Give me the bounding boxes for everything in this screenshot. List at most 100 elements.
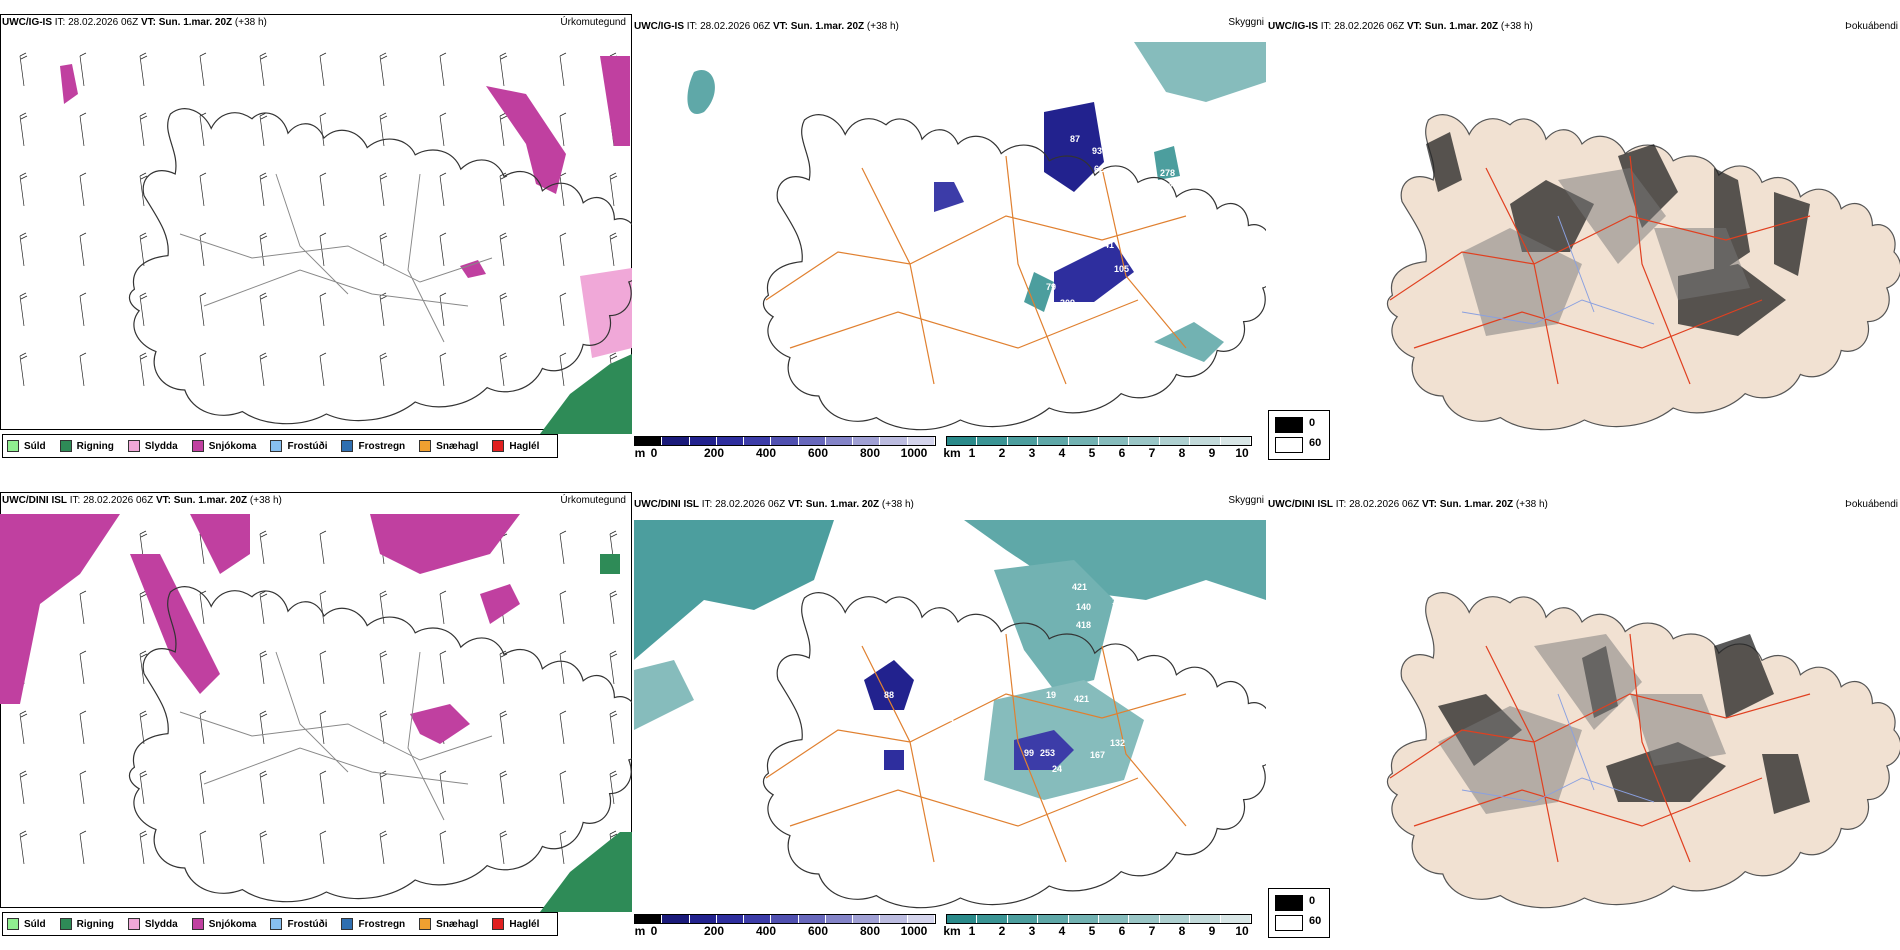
it-value: 28.02.2026 06Z (1334, 21, 1405, 32)
legend-swatch (1275, 437, 1303, 453)
panel-title: Þokuábendi (1845, 499, 1898, 510)
vt-value: Sun. 1.mar. 20Z (805, 499, 880, 510)
colorbar-segment (689, 437, 717, 445)
ceiling-tick: 200 (703, 924, 725, 938)
legend-swatch (492, 918, 505, 930)
panel-title: Skyggni (1228, 495, 1264, 506)
legend-label: Haglél (509, 918, 540, 930)
panel-header: UWC/DINI ISL IT: 28.02.2026 06Z VT: Sun.… (2, 494, 632, 508)
ceiling-colorbar (634, 436, 936, 446)
colorbar-segment (907, 437, 935, 445)
colorbar-segment (1129, 915, 1160, 923)
colorbar-segment (1190, 915, 1221, 923)
colorbar-segment (853, 915, 881, 923)
fog-index-legend: 0 60 (1268, 410, 1330, 460)
ceiling-label: 253 (1040, 748, 1055, 758)
ceiling-label: 79 (1046, 282, 1056, 292)
colorbar-segment (1099, 915, 1130, 923)
legend-item: Súld (7, 440, 46, 452)
colorbar-segment (771, 915, 799, 923)
colorbar-segment (1038, 437, 1069, 445)
ceiling-label: 138 (1112, 596, 1127, 606)
visibility-map: 87 93 62 278 217 51 41 105 79 309 (687, 42, 1266, 431)
ceiling-tick: 400 (755, 924, 777, 938)
legend-swatch (127, 918, 140, 930)
legend-label: 0 (1309, 417, 1316, 429)
lead-time: (+38 h) (1500, 21, 1533, 32)
legend-swatch (419, 440, 432, 452)
ceiling-colorbar-labels: m 0 200 400 600 800 1000 (634, 924, 934, 938)
visibility-tick: 5 (1088, 446, 1096, 460)
it-label: IT: (1320, 21, 1332, 32)
ceiling-colorbar (634, 914, 936, 924)
it-value: 28.02.2026 06Z (83, 495, 154, 506)
colorbar-segment (798, 437, 826, 445)
ceiling-label: 421 (1074, 694, 1089, 704)
colorbar-segment (907, 915, 935, 923)
colorbar-segment (689, 915, 717, 923)
colorbar-segment (1190, 437, 1221, 445)
ceiling-tick: 600 (807, 924, 829, 938)
colorbar-segment (744, 915, 772, 923)
model-name: UWC/IG-IS (2, 17, 52, 28)
visibility-unit: km (943, 924, 961, 938)
legend-swatch (59, 440, 72, 452)
legend-item: Snjókoma (191, 440, 257, 452)
lead-time: (+38 h) (234, 17, 267, 28)
legend-item: Snjókoma (191, 918, 256, 930)
legend-item: Rigning (59, 440, 114, 452)
ceiling-colorbar-labels: m 0 200 400 600 800 1000 (634, 446, 934, 460)
legend-label: Slydda (144, 918, 178, 930)
visibility-tick: 6 (1118, 446, 1126, 460)
ceiling-unit: m (634, 924, 646, 938)
colorbar-segment (744, 437, 772, 445)
panel-header: UWC/DINI ISL IT: 28.02.2026 06Z VT: Sun.… (634, 495, 1266, 512)
colorbar-segment (635, 437, 663, 445)
vt-label: VT: (772, 21, 788, 32)
colorbar-segment (825, 437, 854, 445)
it-label: IT: (1335, 499, 1347, 510)
visibility-tick: 6 (1118, 924, 1126, 938)
legend-label: Frostúði (287, 918, 328, 930)
ceiling-label: 965 (842, 578, 857, 588)
ceiling-label: 418 (1076, 620, 1091, 630)
model-name: UWC/IG-IS (1268, 21, 1318, 32)
fog-index-legend: 0 60 (1268, 888, 1330, 938)
it-label: IT: (701, 499, 713, 510)
ceiling-label: 93 (1092, 146, 1102, 156)
legend-item: Snæhagl (419, 918, 478, 930)
colorbar-segment (825, 915, 854, 923)
colorbar-segment (716, 437, 745, 445)
legend-swatch (341, 440, 354, 452)
vt-value: Sun. 1.mar. 20Z (158, 17, 233, 28)
visibility-unit: km (943, 446, 961, 460)
ceiling-label: 132 (1110, 738, 1125, 748)
model-name: UWC/DINI ISL (2, 495, 67, 506)
legend-label: Snjókoma (208, 440, 257, 452)
panel-title: Skyggni (1228, 17, 1264, 28)
it-label: IT: (54, 17, 66, 28)
ceiling-label: 62 (1094, 164, 1104, 174)
precip-type-legend: Súld Rigning Slydda Snjókoma Frostúði Fr… (2, 434, 559, 458)
panel-header: UWC/DINI ISL IT: 28.02.2026 06Z VT: Sun.… (1268, 498, 1900, 512)
legend-swatch (191, 918, 204, 930)
ceiling-label: 13 (950, 718, 960, 728)
legend-label: 60 (1309, 437, 1322, 449)
ceiling-label: 325 (784, 604, 799, 614)
it-value: 28.02.2026 06Z (1349, 499, 1420, 510)
ceiling-label: 421 (1072, 582, 1087, 592)
visibility-panel-bottom: UWC/DINI ISL IT: 28.02.2026 06Z VT: Sun.… (634, 478, 1266, 938)
precip-type-legend: Súld Rigning Slydda Snjókoma Frostúði Fr… (2, 912, 559, 936)
ceiling-label: 24 (1052, 764, 1062, 774)
legend-item: Frostúði (270, 918, 327, 930)
colorbar-segment (947, 437, 978, 445)
visibility-tick: 2 (998, 446, 1006, 460)
lead-time: (+38 h) (881, 499, 914, 510)
legend-label: Snæhagl (436, 440, 479, 452)
visibility-tick: 3 (1028, 446, 1036, 460)
colorbar-segment (1159, 915, 1191, 923)
precip-type-panel-bottom: UWC/DINI ISL IT: 28.02.2026 06Z VT: Sun.… (0, 478, 632, 938)
colorbar-segment (1129, 437, 1160, 445)
vt-label: VT: (787, 499, 803, 510)
ceiling-tick: 600 (807, 446, 829, 460)
